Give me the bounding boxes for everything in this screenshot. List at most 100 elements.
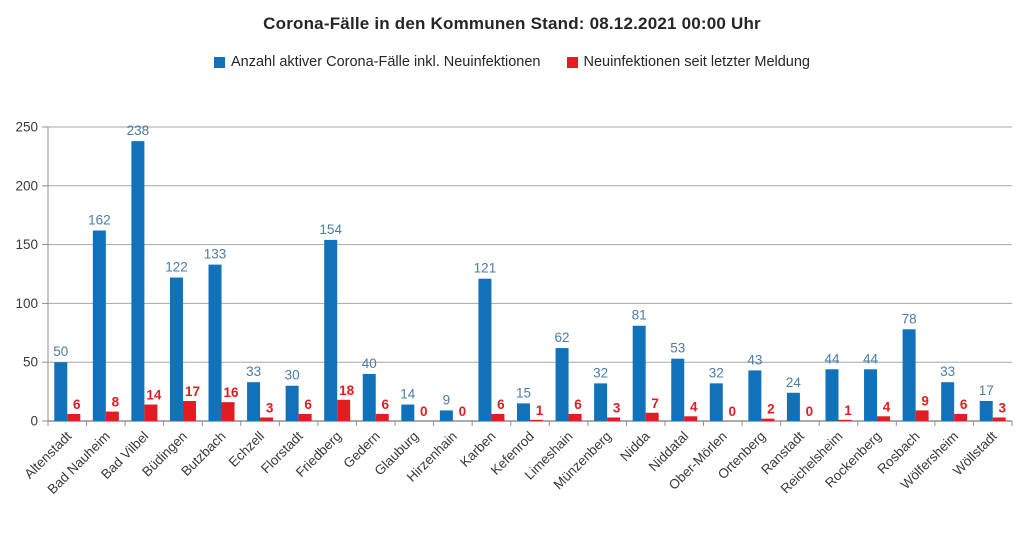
chart-legend: Anzahl aktiver Corona-Fälle inkl. Neuinf…: [0, 54, 1024, 70]
bar-active-cases-Wölfersheim: [941, 382, 955, 421]
bar-new-infections-Bad Vilbel: [144, 404, 158, 421]
data-label: 18: [339, 383, 355, 398]
legend-swatch-red-icon: [566, 56, 578, 68]
data-label: 9: [443, 392, 451, 407]
data-label: 17: [185, 384, 200, 399]
bar-active-cases-Nidda: [632, 325, 646, 421]
bar-active-cases-Altenstadt: [54, 362, 68, 421]
bar-active-cases-Bad Vilbel: [131, 141, 145, 421]
bar-new-infections-Reichelsheim: [838, 419, 852, 421]
data-label: 6: [497, 397, 505, 412]
bar-new-infections-Niddatal: [684, 416, 698, 421]
bar-new-infections-Kefenrod: [530, 419, 543, 421]
bar-new-infections-Ortenberg: [761, 418, 775, 421]
data-label: 17: [979, 383, 994, 398]
data-label: 43: [747, 352, 762, 367]
bar-active-cases-Friedberg: [324, 239, 338, 421]
legend-swatch-blue-icon: [214, 56, 225, 68]
data-label: 3: [998, 400, 1006, 415]
bar-new-infections-Florstadt: [298, 413, 312, 421]
data-label: 44: [824, 351, 840, 366]
chart-title: Corona-Fälle in den Kommunen Stand: 08.1…: [263, 14, 761, 33]
bar-new-infections-Büdingen: [182, 401, 196, 421]
data-label: 6: [574, 397, 582, 412]
legend-label-new-infections: Neuinfektionen seit letzter Meldung: [583, 54, 811, 70]
data-label: 9: [921, 393, 929, 408]
data-label: 0: [729, 404, 737, 419]
data-label: 0: [459, 404, 467, 419]
x-axis-category-label: Nidda: [617, 428, 653, 464]
data-label: 1: [844, 403, 852, 418]
data-label: 2: [767, 402, 775, 417]
data-label: 14: [400, 387, 416, 402]
bar-active-cases-Limeshain: [555, 348, 569, 421]
bar-new-infections-Wölfersheim: [954, 413, 968, 421]
legend-item-new-infections: Neuinfektionen seit letzter Meldung: [566, 54, 811, 70]
data-label: 62: [555, 330, 570, 345]
data-label: 32: [593, 365, 608, 380]
bar-new-infections-Echzell: [260, 417, 274, 421]
data-label: 0: [420, 404, 428, 419]
bar-active-cases-Gedern: [362, 373, 376, 421]
bar-active-cases-Echzell: [247, 382, 261, 421]
data-label: 24: [786, 375, 802, 390]
data-label: 50: [53, 344, 68, 359]
data-label: 0: [806, 404, 814, 419]
bar-active-cases-Münzenberg: [594, 383, 608, 421]
y-axis-tick-label: 50: [23, 355, 38, 370]
bar-active-cases-Rosbach: [902, 329, 916, 421]
y-axis-tick-label: 0: [30, 414, 38, 429]
bar-active-cases-Butzbach: [208, 264, 222, 421]
bar-new-infections-Altenstadt: [67, 413, 81, 421]
data-label: 162: [88, 212, 111, 227]
bar-active-cases-Ober-Mörlen: [709, 383, 723, 421]
data-label: 44: [863, 351, 879, 366]
data-label: 53: [670, 341, 685, 356]
y-axis-tick-label: 200: [15, 178, 38, 193]
bar-new-infections-Butzbach: [221, 402, 235, 421]
data-label: 6: [73, 397, 81, 412]
data-label: 78: [902, 311, 917, 326]
bar-active-cases-Glauburg: [401, 404, 415, 421]
bar-active-cases-Wöllstadt: [979, 401, 993, 421]
bar-active-cases-Rockenberg: [864, 369, 878, 421]
data-label: 238: [127, 123, 150, 138]
bar-active-cases-Kefenrod: [517, 403, 530, 421]
data-label: 1: [536, 403, 544, 418]
bar-new-infections-Rosbach: [915, 410, 929, 421]
data-label: 121: [474, 261, 497, 276]
data-label: 6: [304, 397, 312, 412]
bar-new-infections-Nidda: [645, 412, 659, 421]
bar-active-cases-Reichelsheim: [825, 369, 839, 421]
data-label: 4: [883, 399, 891, 414]
data-label: 33: [940, 364, 955, 379]
bar-active-cases-Hirzenhain: [439, 410, 453, 421]
legend-label-active-cases: Anzahl aktiver Corona-Fälle inkl. Neuinf…: [231, 54, 541, 70]
bar-new-infections-Gedern: [375, 413, 389, 421]
data-label: 3: [266, 400, 274, 415]
data-label: 8: [112, 395, 120, 410]
data-label: 4: [690, 399, 698, 414]
bar-new-infections-Wöllstadt: [992, 417, 1006, 421]
bar-active-cases-Ranstadt: [786, 392, 800, 421]
bar-active-cases-Karben: [478, 278, 492, 421]
bar-new-infections-Limeshain: [568, 413, 582, 421]
data-label: 14: [146, 388, 162, 403]
legend-item-active-cases: Anzahl aktiver Corona-Fälle inkl. Neuinf…: [214, 54, 541, 70]
bar-new-infections-Karben: [491, 413, 505, 421]
y-axis-tick-label: 100: [15, 296, 38, 311]
data-label: 6: [382, 397, 390, 412]
data-label: 15: [516, 385, 531, 400]
bar-active-cases-Bad Nauheim: [92, 230, 106, 421]
bar-new-infections-Bad Nauheim: [105, 411, 119, 421]
data-label: 154: [319, 222, 342, 237]
bar-new-infections-Rockenberg: [877, 416, 891, 421]
bar-active-cases-Ortenberg: [748, 370, 762, 421]
data-label: 81: [632, 308, 647, 323]
data-label: 133: [204, 247, 227, 262]
bar-active-cases-Büdingen: [169, 277, 183, 421]
data-label: 6: [960, 397, 968, 412]
y-axis-tick-label: 150: [15, 237, 38, 252]
